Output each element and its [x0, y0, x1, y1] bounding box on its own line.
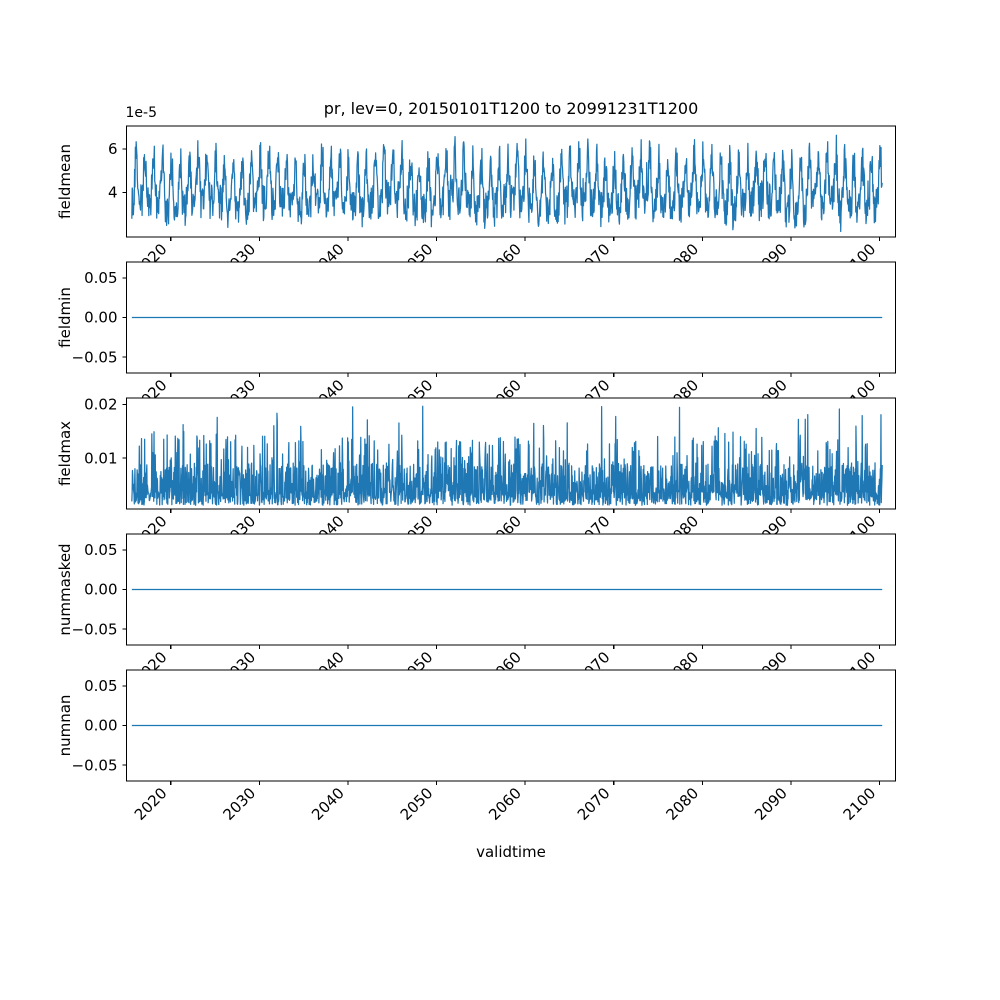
xtick-label: 2040: [308, 784, 348, 824]
ytick-label: 0.02: [84, 396, 117, 414]
xtick-label: 2070: [574, 784, 614, 824]
xaxis-label: validtime: [476, 843, 546, 861]
xtick-label: 2020: [131, 784, 171, 824]
xtick-label: 2100: [840, 784, 880, 824]
ytick-label: 0.00: [84, 309, 117, 327]
ytick-label: −0.05: [72, 348, 118, 366]
ytick-label: 4: [108, 184, 118, 202]
ytick-label: −0.05: [72, 756, 118, 774]
ytick-label: 6: [108, 140, 118, 158]
data-line-fieldmean: [131, 134, 883, 233]
ytick-label: 0.05: [84, 269, 117, 287]
yaxis-label-fieldmax: fieldmax: [56, 421, 74, 486]
yaxis-label-fieldmin: fieldmin: [56, 287, 74, 348]
xtick-label: 2060: [485, 784, 525, 824]
xtick-label: 2080: [662, 784, 702, 824]
panel-nummasked-spines: [125, 533, 897, 646]
xtick-label: 2090: [751, 784, 791, 824]
ytick-label: −0.05: [72, 620, 118, 638]
panel-numnan-spines: [125, 669, 897, 782]
ytick-label: 0.05: [84, 677, 117, 695]
panel-fieldmean-spines: [125, 125, 897, 238]
chart-title: pr, lev=0, 20150101T1200 to 20991231T120…: [324, 99, 699, 118]
ytick-label: 0.00: [84, 717, 117, 735]
yaxis-label-nummasked: nummasked: [56, 543, 74, 635]
yaxis-offset-text: 1e-5: [126, 105, 157, 121]
yaxis-label-fieldmean: fieldmean: [56, 144, 74, 219]
data-line-fieldmax: [131, 405, 883, 506]
panel-fieldmin-spines: [125, 261, 897, 374]
xtick-label: 2030: [219, 784, 259, 824]
yaxis-label-numnan: numnan: [56, 695, 74, 757]
ytick-label: 0.01: [84, 449, 117, 467]
ytick-label: 0.05: [84, 541, 117, 559]
panel-fieldmean-background: [126, 126, 896, 237]
panel-fieldmax-spines: [125, 397, 897, 510]
xtick-label: 2050: [397, 784, 437, 824]
ytick-label: 0.00: [84, 581, 117, 599]
